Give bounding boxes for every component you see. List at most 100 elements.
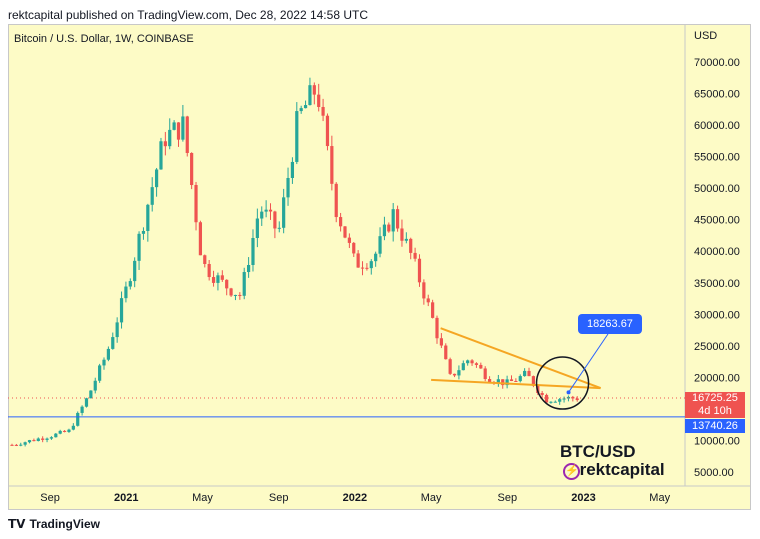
candle-body [181, 116, 185, 140]
y-tick-label: 70000.00 [694, 57, 740, 69]
candle-body [45, 438, 49, 440]
candle-body [168, 129, 172, 147]
candle-body [216, 275, 220, 283]
current-price-countdown: 4d 10h [698, 405, 732, 417]
y-tick-label: 35000.00 [694, 278, 740, 290]
candle-body [466, 360, 470, 364]
x-tick-label: Sep [269, 492, 289, 504]
y-tick-label: 20000.00 [694, 372, 740, 384]
candle-body [461, 363, 465, 371]
published-by: rektcapital published on TradingView.com… [8, 8, 368, 22]
candle-body [128, 281, 132, 287]
candle-body [76, 412, 80, 426]
candle-body [207, 263, 211, 278]
candle-body [365, 267, 369, 269]
candle-body [558, 399, 562, 402]
candle-body [247, 265, 251, 273]
candle-body [523, 370, 527, 377]
candle-body [544, 394, 549, 403]
tradingview-logo: 𝗧𝗩 TradingView [8, 517, 100, 531]
candle-body [54, 433, 58, 438]
candle-body [374, 253, 378, 262]
candle-body [483, 368, 487, 380]
candle-body [98, 365, 102, 381]
candle-body [452, 373, 457, 376]
candle-body [470, 360, 474, 364]
candle-body [225, 279, 229, 289]
candle-body [444, 345, 448, 360]
candle-body [404, 238, 408, 241]
watermark-handle: @rektcapital [563, 460, 665, 479]
candle-body [150, 187, 154, 205]
candle-body [137, 233, 141, 261]
candle-body [325, 115, 330, 147]
candle-body [457, 370, 461, 376]
candle-body [194, 185, 198, 223]
candle-body [439, 338, 443, 346]
y-tick-label: 45000.00 [694, 215, 740, 227]
candle-body [260, 211, 264, 219]
candle-body [58, 430, 62, 434]
y-tick-label: 40000.00 [694, 246, 740, 258]
candle-body [67, 429, 71, 432]
candle-body [518, 376, 522, 382]
x-tick-label: May [649, 492, 670, 504]
candle-body [514, 380, 518, 382]
candle-body [203, 255, 207, 264]
chart-frame [8, 24, 751, 510]
x-tick-label: May [192, 492, 213, 504]
candle-body [23, 442, 27, 445]
candle-body [360, 267, 365, 269]
support-price-tag: 13740.26 [685, 419, 745, 433]
candle-body [176, 122, 181, 140]
candle-body [330, 146, 334, 184]
candle-body [400, 228, 404, 241]
candle-body [575, 398, 579, 401]
candle-body [36, 438, 40, 442]
candle-body [501, 379, 505, 386]
candle-body [89, 390, 93, 399]
candle-body [242, 272, 246, 296]
candle-body [321, 106, 325, 116]
candle-body [115, 322, 119, 338]
candle-body [339, 217, 343, 227]
candle-body [308, 85, 312, 106]
candle-body [286, 177, 290, 198]
y-tick-label: 30000.00 [694, 309, 740, 321]
candle-body [198, 222, 203, 256]
candle-body [229, 288, 233, 296]
candle-body [93, 380, 97, 391]
candle-body [369, 261, 373, 269]
price-callout[interactable]: 18263.67 [578, 314, 642, 334]
candle-body [531, 376, 535, 386]
candle-body [312, 85, 316, 95]
candle-body [163, 141, 167, 147]
candle-body [553, 401, 557, 403]
current-price-value: 16725.25 [692, 392, 738, 404]
candle-body [435, 317, 439, 339]
candle-body [172, 122, 176, 130]
y-tick-label: 50000.00 [694, 183, 740, 195]
callout-connector [568, 333, 609, 393]
candle-body [479, 364, 483, 369]
candle-body [277, 227, 281, 229]
x-tick-label: 2021 [114, 492, 138, 504]
candle-body [378, 236, 382, 254]
candle-body [474, 363, 479, 365]
candle-body [540, 393, 544, 395]
symbol-info: Bitcoin / U.S. Dollar, 1W, COINBASE [14, 33, 194, 45]
candle-body [190, 152, 194, 186]
upper-trendline [440, 327, 601, 390]
candle-body [71, 425, 75, 430]
candle-body [141, 230, 146, 234]
candle-body [14, 444, 18, 446]
candle-body [382, 224, 387, 237]
candle-body [273, 211, 277, 229]
candle-body [233, 294, 238, 296]
watermark-symbol: BTC/USD [560, 442, 636, 461]
candle-body [154, 169, 159, 188]
x-tick-label: 2023 [571, 492, 595, 504]
candles-layer [10, 77, 579, 447]
y-tick-label: 60000.00 [694, 120, 740, 132]
